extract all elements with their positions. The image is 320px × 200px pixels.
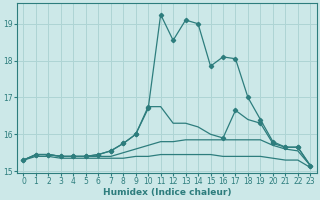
X-axis label: Humidex (Indice chaleur): Humidex (Indice chaleur) (103, 188, 231, 197)
